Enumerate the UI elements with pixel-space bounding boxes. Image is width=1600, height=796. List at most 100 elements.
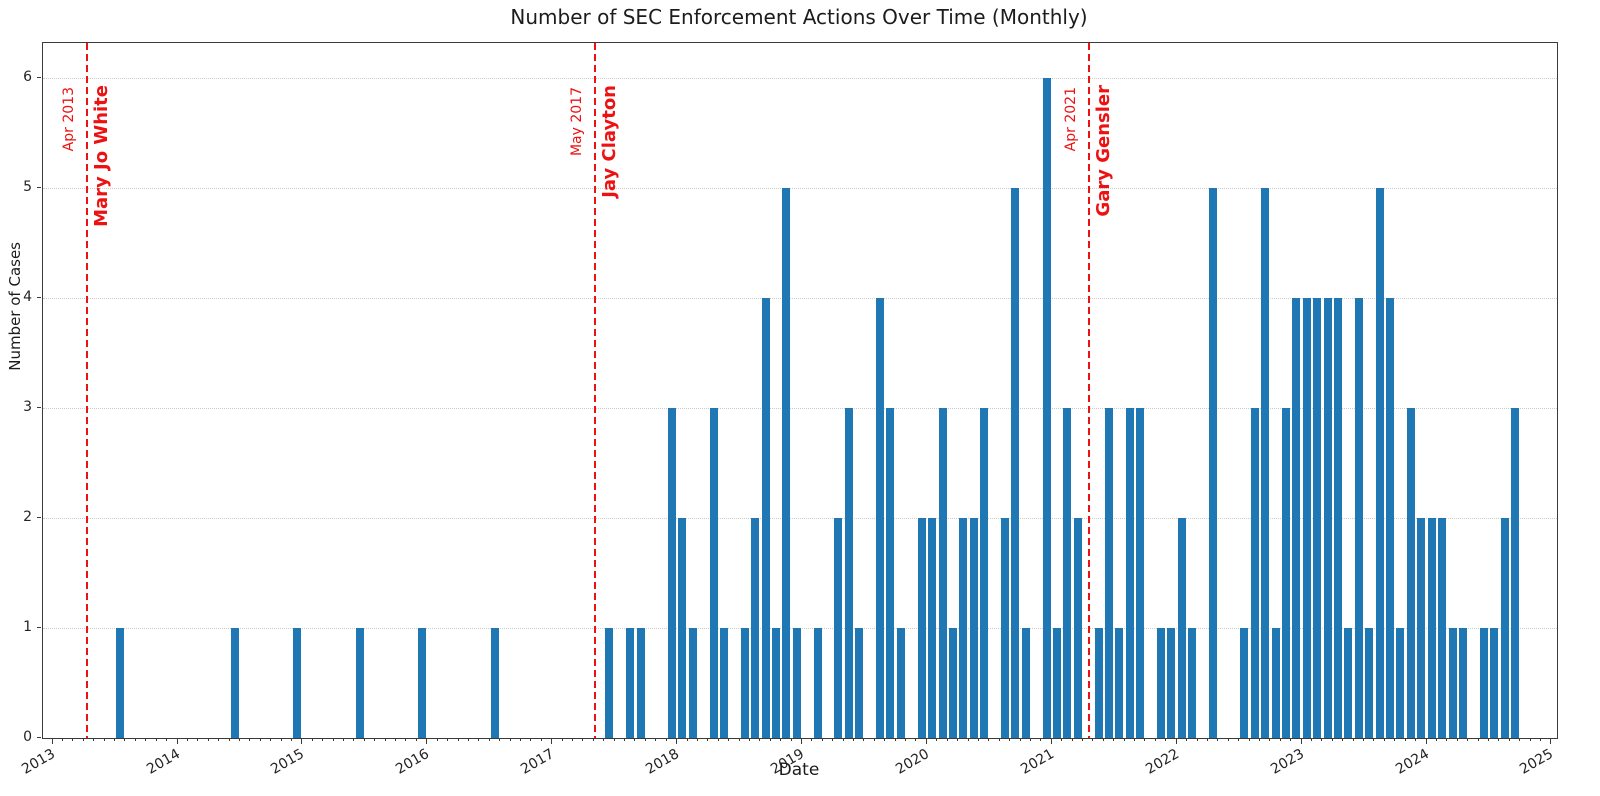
bar-2018-04 [709,408,718,738]
bar-2020-12 [1042,78,1051,738]
gridline-y5 [43,188,1557,189]
bar-2017-09 [636,628,645,738]
x-tick-2017-5 [592,738,594,741]
bar-2024-04 [1458,628,1467,738]
x-tick-2023-1 [1300,738,1302,744]
x-tick-2020-8 [998,738,1000,741]
x-tick-2017-12 [665,738,667,741]
x-tick-2022-6 [1227,738,1229,741]
x-tick-2021-9 [1134,738,1136,741]
bar-2024-02 [1438,518,1447,738]
bar-2019-09 [886,408,895,738]
bar-2019-05 [844,408,853,738]
x-tick-2024-4 [1456,738,1458,741]
x-tick-2021-4 [1082,738,1084,741]
y-tick-label-1: 1 [23,619,32,635]
x-tick-2021-8 [1123,738,1125,741]
x-tick-2015-2 [311,738,313,741]
x-tick-2017-11 [655,738,657,741]
x-tick-2023-7 [1363,738,1365,741]
x-tick-2014-8 [249,738,251,741]
bar-2014-06 [230,628,239,738]
y-tick-label-0: 0 [23,729,32,745]
x-tick-2016-4 [457,738,459,741]
x-tick-2018-1 [676,738,678,744]
x-tick-2017-6 [603,738,605,741]
chair-line-0 [85,43,88,738]
x-tick-2019-10 [894,738,896,741]
bar-2018-12 [792,628,801,738]
x-tick-2022-5 [1217,738,1219,741]
x-tick-2020-7 [988,738,990,741]
x-tick-2016-6 [478,738,480,741]
x-tick-2021-7 [1113,738,1115,741]
x-axis-label: Date [778,760,820,780]
x-tick-2022-4 [1206,738,1208,741]
bar-2023-09 [1386,298,1395,738]
x-tick-2024-5 [1467,738,1469,741]
x-tick-2017-4 [582,738,584,741]
x-tick-2014-7 [238,738,240,741]
x-tick-2020-1 [925,738,927,744]
x-tick-2013-7 [114,738,116,741]
x-tick-2020-11 [1029,738,1031,741]
gridline-y2 [43,518,1557,519]
bar-2020-09 [1011,188,1020,738]
x-tick-2013-4 [82,738,84,741]
y-tick-4 [37,297,41,298]
x-tick-2015-12 [415,738,417,741]
chart-title: Number of SEC Enforcement Actions Over T… [510,5,1088,29]
bar-2022-07 [1240,628,1249,738]
bar-2023-06 [1354,298,1363,738]
bar-2022-04 [1209,188,1218,738]
x-tick-2017-10 [644,738,646,741]
bar-2018-08 [751,518,760,738]
bar-2018-07 [740,628,749,738]
x-tick-2018-6 [728,738,730,741]
bar-2020-03 [948,628,957,738]
plot-area: Apr 2013 Mary Jo White May 2017 Jay Clayton… [42,42,1558,739]
x-tick-2023-3 [1321,738,1323,741]
x-tick-2022-8 [1248,738,1250,741]
bar-2016-07 [490,628,499,738]
x-tick-2022-10 [1269,738,1271,741]
bar-2021-07 [1115,628,1124,738]
bar-2022-01 [1177,518,1186,738]
x-tick-2014-10 [270,738,272,741]
bar-2024-09 [1510,408,1519,738]
x-tick-2018-2 [686,738,688,741]
bar-2019-08 [876,298,885,738]
bar-2022-11 [1281,408,1290,738]
y-tick-6 [37,77,41,78]
x-tick-2018-11 [780,738,782,741]
bar-2024-03 [1448,628,1457,738]
x-tick-2022-7 [1238,738,1240,741]
x-tick-2022-12 [1290,738,1292,741]
x-tick-2023-2 [1311,738,1312,741]
bar-2018-11 [782,188,791,738]
bar-2021-02 [1063,408,1072,738]
x-tick-2019-1 [801,738,802,744]
x-tick-2016-2 [436,738,438,741]
x-tick-2019-5 [842,738,844,741]
x-tick-2016-7 [488,738,490,741]
x-tick-2021-3 [1071,738,1073,741]
x-tick-2016-8 [499,738,501,741]
x-tick-2015-5 [343,738,345,741]
bar-2017-06 [605,628,614,738]
y-tick-5 [37,187,41,188]
y-axis-label: Number of Cases [6,242,24,371]
x-tick-2018-12 [790,738,792,741]
bar-2023-03 [1323,298,1332,738]
x-tick-2022-11 [1279,738,1281,741]
bar-2024-08 [1500,518,1509,738]
bar-2018-10 [771,628,780,738]
x-tick-2018-9 [759,738,761,741]
x-tick-2013-9 [134,738,136,741]
bar-2018-01 [678,518,687,738]
x-tick-2013-6 [103,738,105,741]
x-tick-2017-1 [551,738,553,744]
bar-2024-07 [1490,628,1499,738]
bar-2023-07 [1365,628,1374,738]
chair-date-label-2: Apr 2021 [1062,87,1079,152]
